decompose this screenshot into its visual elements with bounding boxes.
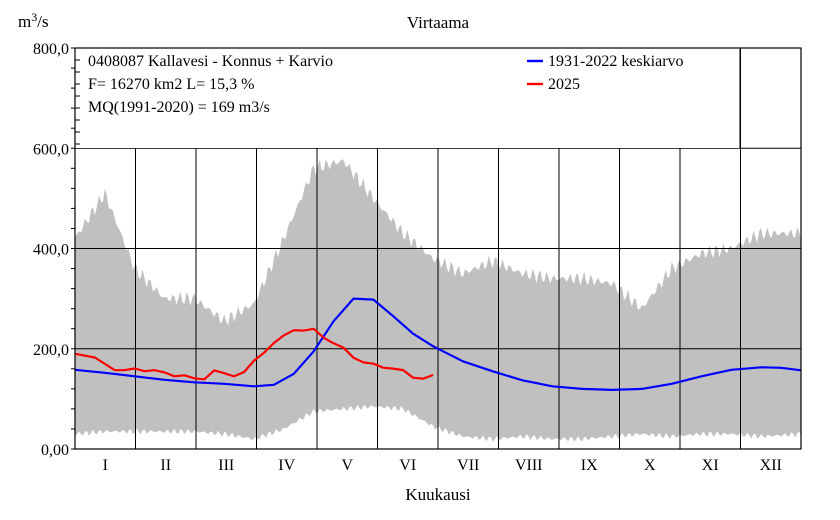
month-tick-label: IV xyxy=(278,457,295,474)
legend: 1931-2022 keskiarvo 2025 xyxy=(527,53,684,93)
series-line-2025 xyxy=(74,327,434,381)
month-tick-label: VIII xyxy=(515,457,543,474)
month-tick-label: XII xyxy=(760,457,782,474)
station-info-line: F= 16270 km2 L= 15,3 % xyxy=(88,76,255,93)
x-axis-label: Kuukausi xyxy=(405,485,470,504)
month-tick-label: X xyxy=(644,457,656,474)
station-info-line: MQ(1991-2020) = 169 m3/s xyxy=(88,99,270,116)
month-tick-label: VII xyxy=(457,457,479,474)
station-info-line: 0408087 Kallavesi - Konnus + Karvio xyxy=(88,53,333,70)
y-axis-label: m3/s xyxy=(18,10,49,31)
y-tick-label: 600,0 xyxy=(33,141,69,158)
legend-entry: 1931-2022 keskiarvo xyxy=(548,53,684,70)
legend-entry: 2025 xyxy=(548,76,580,93)
month-tick-label: V xyxy=(341,457,353,474)
month-tick-label: II xyxy=(160,457,171,474)
y-tick-label: 400,0 xyxy=(33,242,69,259)
month-tick-label: III xyxy=(218,457,234,474)
month-tick-label: VI xyxy=(399,457,416,474)
y-tick-label: 200,0 xyxy=(33,342,69,359)
month-tick-label: I xyxy=(103,457,108,474)
y-tick-label: 800,0 xyxy=(33,41,69,58)
month-tick-label: XI xyxy=(702,457,719,474)
series-line-mean xyxy=(74,297,802,391)
y-tick-label: 0,00 xyxy=(41,442,69,459)
month-tick-label: IX xyxy=(581,457,598,474)
info-box-bg xyxy=(75,48,740,148)
chart-title: Virtaama xyxy=(407,13,470,32)
info-box: 0408087 Kallavesi - Konnus + Karvio F= 16… xyxy=(75,48,741,148)
